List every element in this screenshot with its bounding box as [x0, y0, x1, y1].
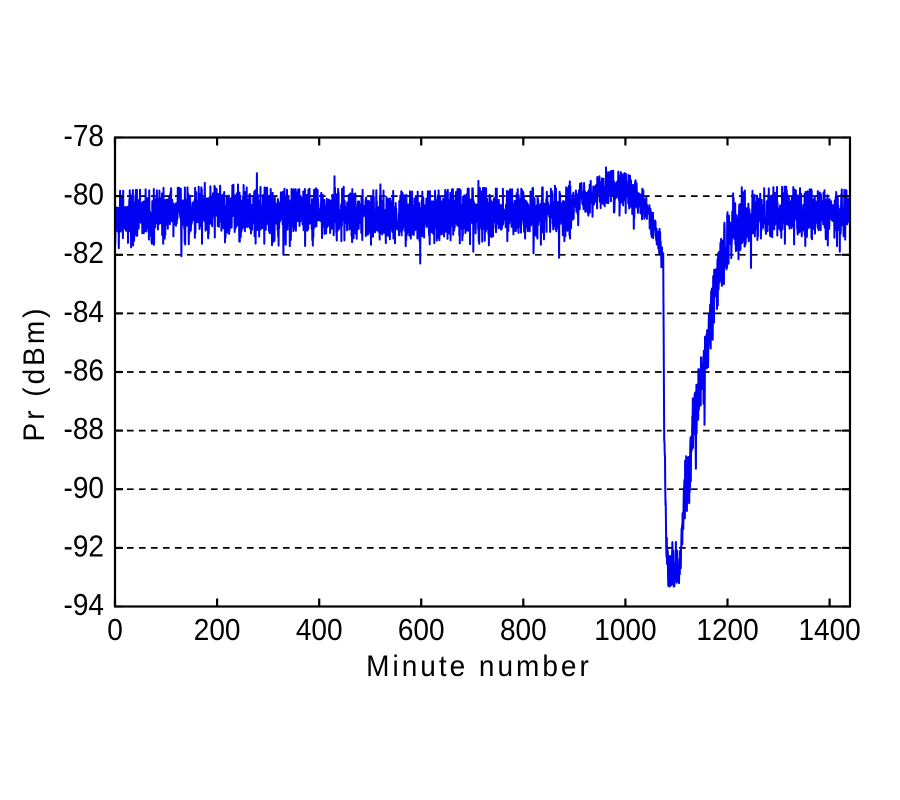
svg-text:200: 200	[194, 613, 241, 648]
svg-text:-84: -84	[64, 295, 104, 330]
svg-text:Pr (dBm): Pr (dBm)	[18, 306, 51, 442]
svg-text:-88: -88	[64, 412, 104, 447]
svg-text:-86: -86	[64, 353, 104, 388]
svg-text:-80: -80	[64, 177, 104, 212]
svg-text:400: 400	[296, 613, 343, 648]
svg-text:-92: -92	[64, 529, 104, 564]
svg-text:1400: 1400	[798, 613, 860, 648]
svg-text:800: 800	[500, 613, 547, 648]
svg-text:-82: -82	[64, 236, 104, 271]
svg-text:-90: -90	[64, 471, 104, 506]
svg-text:1000: 1000	[594, 613, 656, 648]
svg-text:600: 600	[398, 613, 445, 648]
svg-text:1200: 1200	[696, 613, 758, 648]
svg-text:-78: -78	[64, 119, 104, 154]
svg-text:Minute number: Minute number	[366, 650, 592, 683]
svg-text:-94: -94	[64, 588, 104, 623]
svg-text:0: 0	[107, 613, 123, 648]
